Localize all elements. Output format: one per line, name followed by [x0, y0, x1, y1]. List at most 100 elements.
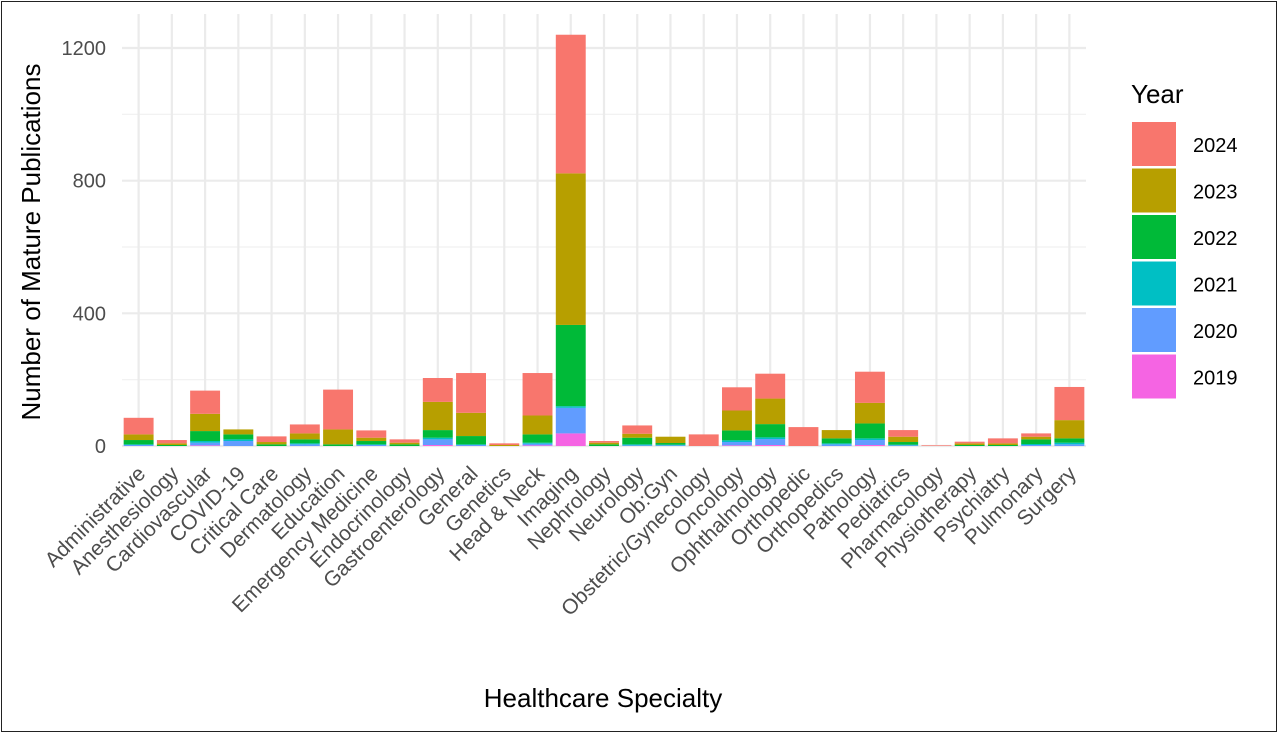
bar-head-neck-2020: [522, 443, 553, 446]
bar-nephrology-2024: [589, 441, 619, 443]
bar-ob-gyn-2021: [655, 444, 686, 446]
bar-surgery-2021: [1054, 442, 1085, 445]
bar-physiotherapy-2024: [954, 441, 985, 444]
bar-cardiovascular-2019: [190, 445, 221, 446]
legend-label-2021: 2021: [1193, 275, 1238, 297]
y-tick-label: 1200: [62, 38, 107, 60]
bar-pharmacology-2024: [921, 445, 952, 446]
bar-administrative-2021: [123, 444, 154, 446]
bar-surgery-2020: [1054, 444, 1085, 446]
bar-emergency-medicine-2023: [356, 437, 387, 442]
bar-imaging-2023: [555, 173, 586, 325]
legend-key-2019: [1132, 354, 1176, 399]
bar-ob-gyn-2020: [655, 445, 686, 446]
bar-anesthesiology-2022: [156, 445, 187, 446]
legend-key-2021: [1132, 261, 1176, 306]
bar-physiotherapy-2023: [954, 443, 985, 446]
bar-emergency-medicine-2020: [356, 445, 387, 446]
bar-neurology-2023: [622, 433, 653, 438]
bar-ophthalmology-2020: [755, 439, 786, 446]
bar-ophthalmology-2021: [755, 437, 786, 440]
bar-general-2021: [456, 444, 486, 446]
bar-oncology-2019: [722, 445, 752, 446]
bar-gastroenterology-2023: [422, 401, 453, 431]
bar-nephrology-2022: [589, 444, 619, 446]
bar-pediatrics-2022: [888, 442, 919, 445]
bar-education-2023: [323, 429, 354, 445]
bar-surgery-2022: [1054, 438, 1085, 443]
bar-head-neck-2023: [522, 415, 553, 435]
bar-emergency-medicine-2024: [356, 430, 387, 438]
bar-covid-19-2020: [223, 441, 254, 446]
bar-endocrinology-2023: [389, 442, 420, 445]
bar-surgery-2023: [1054, 420, 1085, 439]
y-axis-title: Number of Mature Publications: [16, 64, 46, 421]
bar-pulmonary-2024: [1021, 433, 1052, 437]
bar-imaging-2024: [555, 34, 586, 174]
bar-covid-19-2021: [223, 439, 254, 442]
bar-imaging-2019: [555, 433, 586, 446]
y-tick-label: 800: [73, 171, 106, 193]
bar-pathology-2024: [854, 371, 885, 403]
bar-genetics-2024: [489, 443, 520, 446]
bar-cardiovascular-2024: [190, 390, 221, 414]
bar-orthopedics-2022: [821, 438, 852, 444]
legend-key-2023: [1132, 168, 1176, 213]
bar-education-2024: [323, 389, 354, 430]
bar-general-2024: [456, 373, 486, 413]
legend: Year 2024 2023 2022 2021 2020 2019: [1131, 79, 1238, 399]
bar-cardiovascular-2022: [190, 431, 221, 442]
bar-physiotherapy-2022: [954, 445, 985, 446]
bar-gastroenterology-2022: [422, 430, 453, 438]
bar-psychiatry-2023: [987, 443, 1018, 446]
bar-dermatology-2021: [289, 443, 320, 445]
legend-label-2019: 2019: [1193, 368, 1238, 390]
bar-ob-gyn-2023: [655, 436, 686, 444]
bar-pulmonary-2023: [1021, 436, 1052, 440]
y-tick-label: 0: [95, 436, 106, 458]
bar-pediatrics-2023: [888, 436, 919, 443]
bar-cardiovascular-2023: [190, 413, 221, 432]
bar-neurology-2021: [622, 444, 653, 446]
bar-covid-19-2022: [223, 434, 254, 440]
bar-oncology-2020: [722, 442, 752, 446]
bar-head-neck-2024: [522, 373, 553, 416]
legend-label-2022: 2022: [1193, 228, 1238, 250]
bar-pediatrics-2020: [888, 445, 919, 446]
bar-ophthalmology-2019: [755, 445, 786, 446]
bar-gastroenterology-2024: [422, 378, 453, 402]
bar-administrative-2023: [123, 434, 154, 441]
bar-gastroenterology-2021: [422, 437, 453, 440]
bar-imaging-2021: [555, 406, 586, 408]
bar-dermatology-2022: [289, 439, 320, 444]
legend-label-2024: 2024: [1193, 135, 1238, 157]
bar-gastroenterology-2019: [422, 445, 453, 446]
bar-oncology-2022: [722, 430, 752, 441]
bar-imaging-2022: [555, 324, 586, 407]
x-axis-title: Healthcare Specialty: [484, 683, 722, 713]
bar-ophthalmology-2024: [755, 373, 786, 399]
bar-critical-care-2023: [256, 442, 287, 445]
bar-head-neck-2019: [522, 445, 553, 446]
bar-covid-19-2023: [223, 429, 254, 435]
bar-ophthalmology-2023: [755, 398, 786, 425]
bar-pathology-2021: [854, 438, 885, 441]
x-axis-ticks: AdministrativeAnesthesiologyCardiovascul…: [41, 462, 1082, 621]
bar-anesthesiology-2023: [156, 443, 187, 446]
bar-dermatology-2023: [289, 433, 320, 440]
legend-title: Year: [1131, 79, 1184, 109]
bar-anesthesiology-2024: [156, 440, 187, 444]
legend-label-2020: 2020: [1193, 321, 1238, 343]
legend-key-2024: [1132, 122, 1176, 166]
bar-pathology-2022: [854, 423, 885, 439]
bar-emergency-medicine-2021: [356, 444, 387, 446]
bar-imaging-2020: [555, 407, 586, 434]
bar-orthopedic-2024: [788, 427, 819, 446]
bar-pulmonary-2020: [1021, 445, 1052, 446]
bar-cardiovascular-2020: [190, 442, 221, 446]
legend-key-2022: [1132, 215, 1176, 259]
bar-obstetric-gynecology-2024: [688, 434, 719, 446]
bar-endocrinology-2022: [389, 444, 420, 446]
